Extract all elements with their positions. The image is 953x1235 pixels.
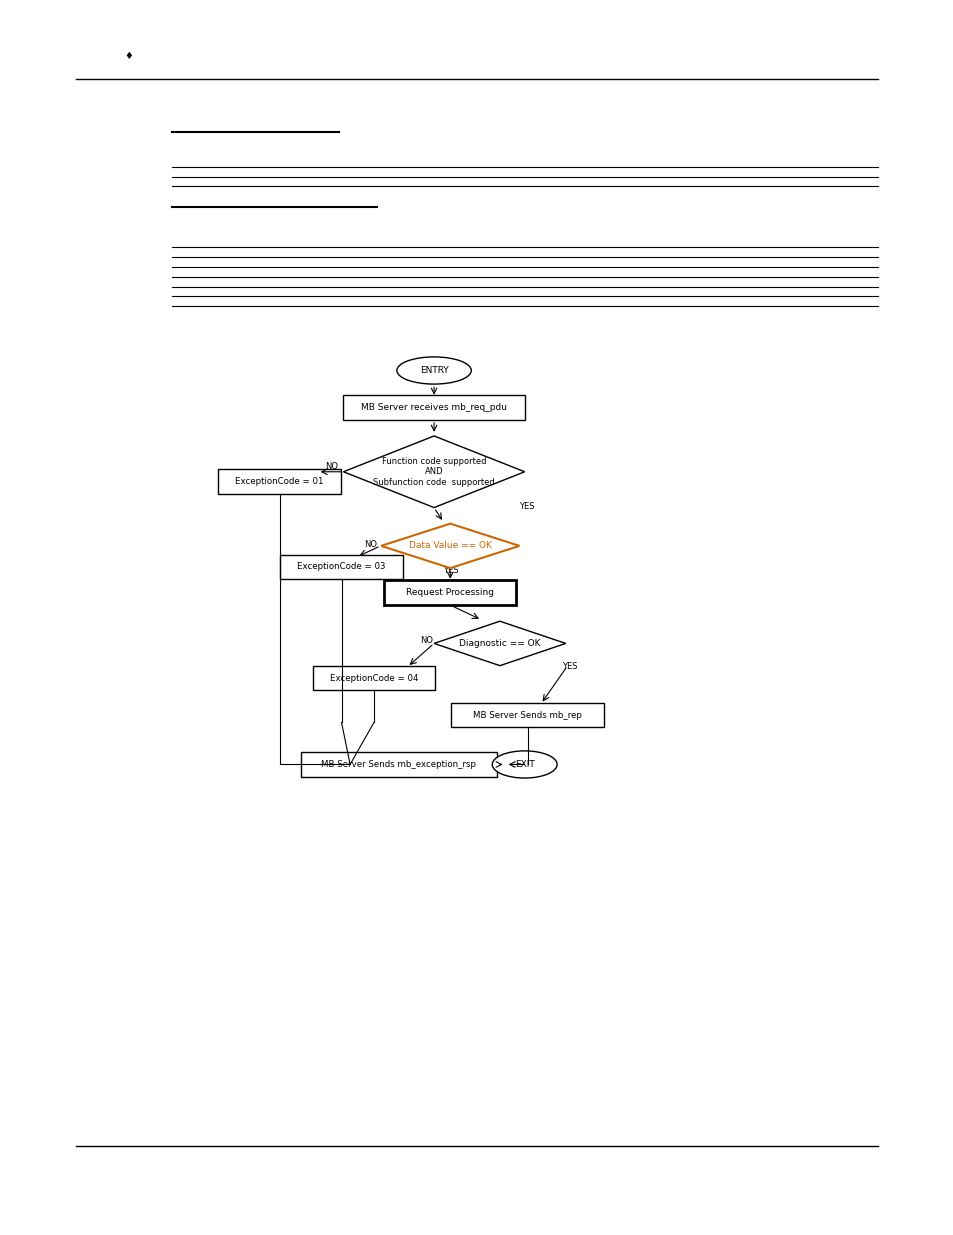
Text: YES: YES	[442, 566, 457, 576]
Text: EXIT: EXIT	[515, 760, 534, 769]
FancyBboxPatch shape	[384, 580, 516, 605]
Text: ♦: ♦	[124, 51, 132, 61]
Polygon shape	[380, 524, 518, 568]
Text: ExceptionCode = 01: ExceptionCode = 01	[235, 477, 323, 487]
Text: Function code supported
AND
Subfunction code  supported: Function code supported AND Subfunction …	[373, 457, 495, 487]
Text: Data Value == OK: Data Value == OK	[409, 541, 491, 551]
FancyBboxPatch shape	[451, 703, 603, 727]
Text: MB Server Sends mb_rep: MB Server Sends mb_rep	[473, 710, 581, 720]
Text: ExceptionCode = 03: ExceptionCode = 03	[297, 562, 385, 572]
Text: ExceptionCode = 04: ExceptionCode = 04	[330, 673, 417, 683]
Text: YES: YES	[518, 501, 534, 511]
Polygon shape	[343, 436, 524, 508]
Text: ENTRY: ENTRY	[419, 366, 448, 375]
Text: MB Server receives mb_req_pdu: MB Server receives mb_req_pdu	[360, 403, 507, 412]
Text: Diagnostic == OK: Diagnostic == OK	[458, 638, 540, 648]
Text: MB Server Sends mb_exception_rsp: MB Server Sends mb_exception_rsp	[321, 760, 476, 769]
Text: NO: NO	[325, 462, 338, 472]
FancyBboxPatch shape	[313, 666, 435, 690]
Ellipse shape	[492, 751, 557, 778]
Text: NO: NO	[363, 540, 376, 550]
Text: NO: NO	[419, 636, 433, 646]
FancyBboxPatch shape	[301, 752, 496, 777]
FancyBboxPatch shape	[280, 555, 402, 579]
Text: YES: YES	[561, 662, 577, 672]
Polygon shape	[434, 621, 565, 666]
FancyBboxPatch shape	[218, 469, 340, 494]
FancyBboxPatch shape	[343, 395, 524, 420]
Text: Request Processing: Request Processing	[406, 588, 494, 598]
Ellipse shape	[396, 357, 471, 384]
